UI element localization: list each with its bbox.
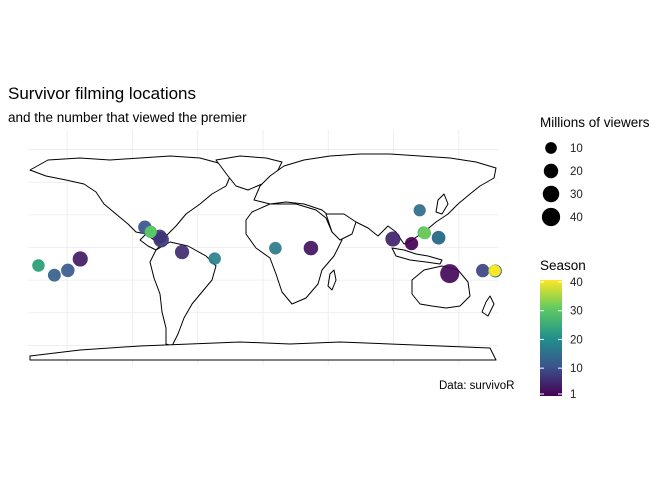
location-point	[385, 231, 401, 247]
africa-outline	[245, 203, 343, 305]
colorbar-tick-label: 1	[570, 389, 576, 401]
location-point	[432, 231, 446, 245]
colorbar-tick-label: 20	[570, 334, 583, 346]
location-point	[303, 240, 319, 256]
location-point	[404, 236, 419, 251]
size-legend: 10 20 30 40	[541, 142, 583, 227]
color-legend-title: Season	[540, 258, 586, 273]
season-colorbar	[540, 280, 562, 396]
location-point	[419, 227, 431, 239]
size-legend-label: 40	[570, 212, 583, 224]
size-legend-marker	[545, 142, 557, 154]
map-title: Survivor filming locations	[8, 84, 197, 103]
size-legend-marker	[542, 185, 560, 203]
color-legend: 40 30 20 10 1	[540, 277, 583, 401]
filming-location-points	[32, 204, 502, 284]
continent-outlines	[29, 153, 497, 361]
size-legend-label: 30	[570, 189, 583, 201]
location-point	[61, 263, 75, 278]
colorbar-tick-label: 40	[570, 277, 583, 289]
south-america-outline	[149, 241, 217, 347]
location-point	[413, 204, 426, 217]
location-point	[72, 251, 88, 267]
location-point	[47, 268, 61, 282]
size-legend-marker	[543, 163, 559, 179]
size-legend-marker	[541, 207, 561, 227]
location-point	[269, 241, 282, 255]
location-point	[208, 252, 221, 265]
location-point	[440, 264, 460, 284]
colorbar-tick-label: 30	[570, 306, 583, 318]
location-point	[490, 265, 501, 277]
location-point	[476, 263, 490, 278]
arabia-outline	[325, 213, 357, 241]
location-point	[174, 244, 190, 260]
data-source-caption: Data: survivoR	[439, 380, 515, 392]
size-legend-label: 10	[570, 143, 583, 155]
colorbar-tick-label: 10	[570, 363, 583, 375]
map-subtitle: and the number that viewed the premier	[8, 110, 247, 125]
new-zealand-outline	[481, 295, 495, 317]
antarctica-outline	[29, 341, 497, 361]
indonesia-outline	[391, 247, 443, 265]
location-point	[144, 225, 157, 238]
size-legend-title: Millions of viewers	[540, 115, 650, 130]
location-point	[32, 259, 45, 272]
size-legend-label: 20	[570, 166, 583, 178]
japan-outline	[435, 193, 449, 215]
madagascar-outline	[327, 269, 337, 291]
north-america-outline	[29, 155, 233, 241]
